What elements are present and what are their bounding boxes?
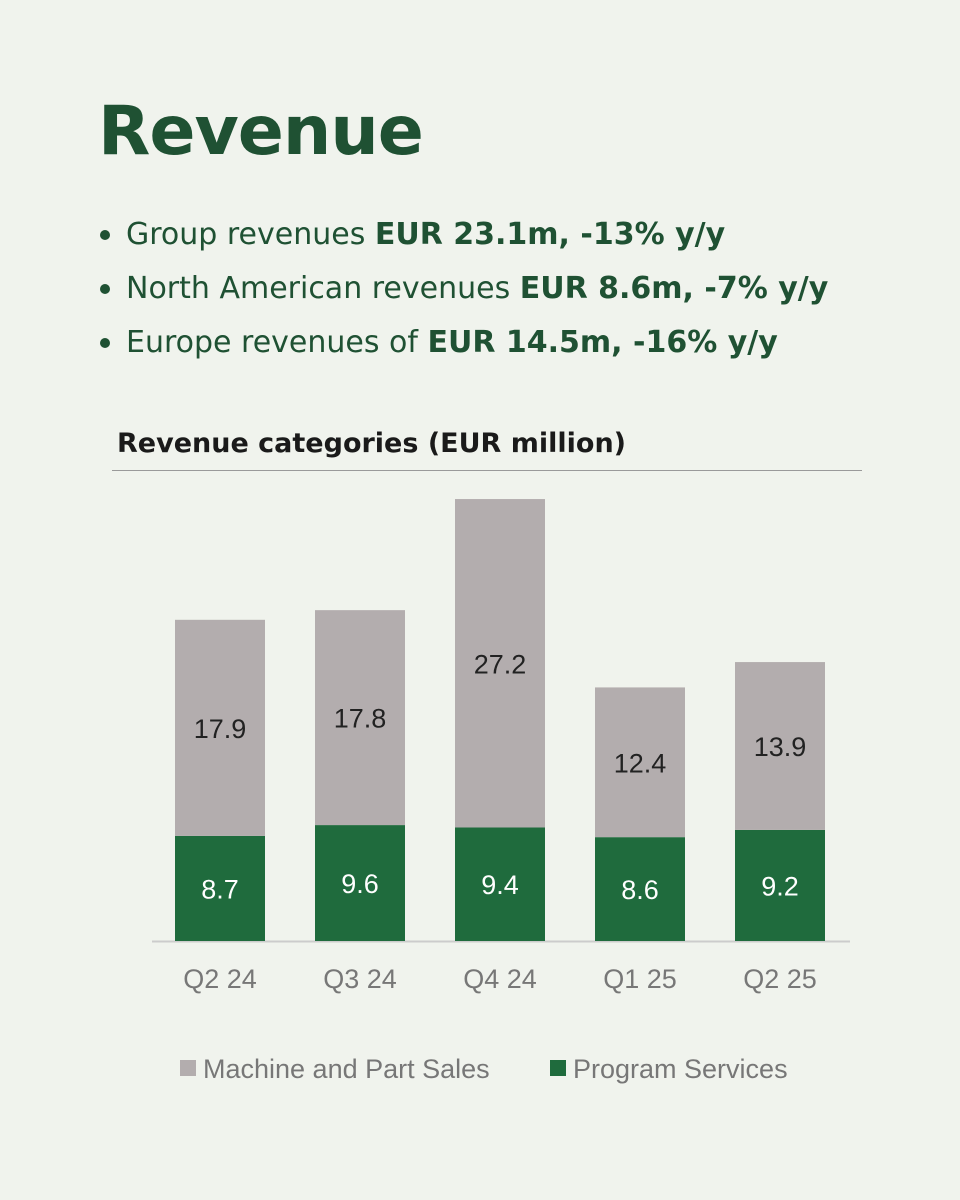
data-label: 9.4 bbox=[481, 870, 519, 900]
data-label: 13.9 bbox=[754, 732, 807, 762]
bar-machine-and-part-sales-q2-25 bbox=[735, 662, 825, 830]
data-label: 17.9 bbox=[194, 714, 247, 744]
bullet-europe-revenues: Europe revenues of EUR 14.5m, -16% y/y bbox=[100, 316, 828, 370]
data-label: 9.6 bbox=[341, 869, 379, 899]
bar-machine-and-part-sales-q4-24 bbox=[455, 499, 545, 828]
legend-swatch bbox=[550, 1060, 566, 1076]
x-tick-label: Q3 24 bbox=[323, 964, 397, 994]
page-title: Revenue bbox=[98, 92, 424, 171]
bullet-group-revenues: Group revenues EUR 23.1m, -13% y/y bbox=[100, 208, 828, 262]
bullet-highlight: EUR 8.6m, -7% y/y bbox=[519, 271, 829, 306]
x-tick-label: Q1 25 bbox=[603, 964, 677, 994]
legend-swatch bbox=[180, 1060, 196, 1076]
x-tick-label: Q2 25 bbox=[743, 964, 817, 994]
bar-program-services-q3-24 bbox=[315, 825, 405, 941]
bar-program-services-q4-24 bbox=[455, 827, 545, 941]
bar-program-services-q2-24 bbox=[175, 835, 265, 941]
bar-program-services-q2-25 bbox=[735, 829, 825, 941]
bullet-text: Europe revenues of bbox=[126, 325, 428, 360]
data-label: 9.2 bbox=[761, 871, 799, 901]
bullet-text: Group revenues bbox=[126, 217, 375, 252]
bar-machine-and-part-sales-q1-25 bbox=[595, 687, 685, 838]
bullet-north-american-revenues: North American revenues EUR 8.6m, -7% y/… bbox=[100, 262, 828, 316]
bullet-text: North American revenues bbox=[126, 271, 520, 306]
data-label: 17.8 bbox=[334, 704, 387, 734]
data-label: 8.6 bbox=[621, 875, 659, 905]
data-label: 12.4 bbox=[614, 748, 667, 778]
data-label: 27.2 bbox=[474, 649, 527, 679]
x-tick-label: Q2 24 bbox=[183, 964, 257, 994]
bullet-highlight: EUR 14.5m, -16% y/y bbox=[427, 325, 778, 360]
bar-machine-and-part-sales-q3-24 bbox=[315, 610, 405, 826]
bullet-highlight: EUR 23.1m, -13% y/y bbox=[374, 217, 726, 252]
revenue-bullet-list: Group revenues EUR 23.1m, -13% y/y North… bbox=[100, 208, 828, 370]
chart-title: Revenue categories (EUR million) bbox=[117, 428, 627, 459]
chart-title-divider bbox=[112, 470, 862, 471]
legend-label: Program Services bbox=[573, 1054, 788, 1084]
data-label: 8.7 bbox=[201, 874, 239, 904]
x-tick-label: Q4 24 bbox=[463, 964, 537, 994]
bar-program-services-q1-25 bbox=[595, 837, 685, 941]
bar-machine-and-part-sales-q2-24 bbox=[175, 619, 265, 836]
legend-label: Machine and Part Sales bbox=[203, 1054, 490, 1084]
